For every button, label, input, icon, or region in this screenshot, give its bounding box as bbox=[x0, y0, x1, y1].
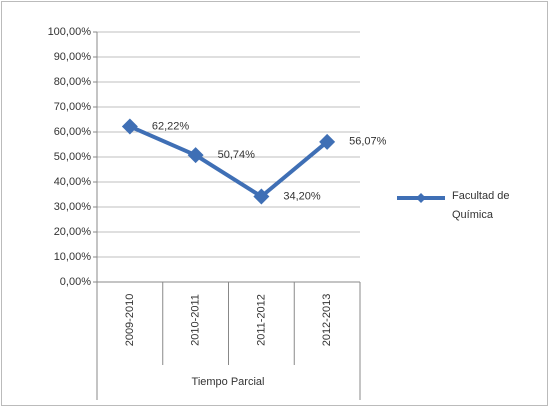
y-tick-label: 20,00% bbox=[54, 226, 92, 238]
x-tick-label: 2011-2012 bbox=[255, 294, 267, 346]
y-tick-label: 10,00% bbox=[54, 251, 92, 263]
data-marker bbox=[187, 147, 204, 164]
y-tick-label: 90,00% bbox=[54, 51, 92, 63]
data-line bbox=[129, 124, 329, 199]
y-tick-label: 50,00% bbox=[54, 151, 92, 163]
y-tick-label: 40,00% bbox=[54, 176, 92, 188]
data-label: 34,20% bbox=[283, 190, 321, 202]
data-marker bbox=[121, 118, 138, 135]
y-tick-label: 60,00% bbox=[54, 126, 92, 138]
data-marker bbox=[319, 133, 336, 150]
y-tick-label: 80,00% bbox=[54, 76, 92, 88]
y-tick-label: 0,00% bbox=[60, 276, 91, 288]
x-tick-label: 2009-2010 bbox=[124, 294, 136, 347]
chart-border bbox=[1, 1, 548, 406]
y-tick-label: 30,00% bbox=[54, 201, 92, 213]
data-label: 56,07% bbox=[349, 136, 387, 148]
data-marker bbox=[253, 188, 270, 205]
legend-label: Facultad de Química bbox=[452, 190, 510, 221]
data-label: 62,22% bbox=[152, 120, 190, 132]
y-tick-label: 70,00% bbox=[54, 101, 92, 113]
y-tick-label: 100,00% bbox=[48, 26, 92, 38]
data-label: 50,74% bbox=[218, 149, 256, 161]
x-axis-title: Tiempo Parcial bbox=[192, 376, 265, 388]
legend-marker bbox=[416, 193, 426, 203]
x-tick-label: 2012-2013 bbox=[321, 294, 333, 347]
x-tick-label: 2010-2011 bbox=[190, 294, 202, 346]
